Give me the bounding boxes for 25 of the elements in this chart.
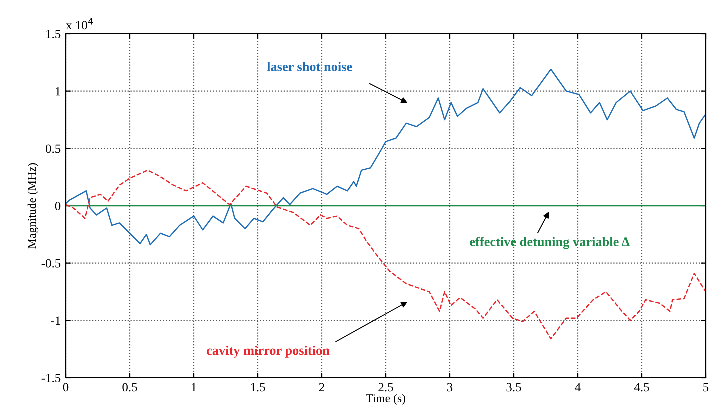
y-tick-label: -1 — [51, 316, 60, 326]
y-tick-label: -0.5 — [42, 259, 61, 268]
annotation: laser shot noise — [267, 62, 352, 72]
y-tick-label: 1 — [56, 87, 60, 96]
x-axis-title: Time (s) — [366, 394, 406, 405]
annotation: cavity mirror position — [206, 346, 330, 358]
x-tick-label: 0 — [63, 383, 69, 392]
x-tick-label: 0.5 — [122, 383, 138, 392]
x-tick-label: 3.5 — [506, 383, 522, 392]
y-tick-label: 0 — [55, 202, 61, 210]
x-tick-label: 1 — [192, 383, 196, 392]
x-tick-label: 5 — [704, 383, 709, 392]
x-tick-label: 2 — [319, 383, 324, 392]
y-tick-label: -1.5 — [42, 374, 61, 383]
x-tick-label: 2.5 — [378, 383, 394, 392]
x-tick-label: 1.5 — [251, 383, 266, 392]
text: x 10$^{4}$ — [66, 18, 94, 30]
line-series — [66, 170, 706, 340]
y-tick-label: 1.5 — [46, 30, 61, 39]
x-tick-label: 4 — [575, 383, 581, 392]
x-tick-label: 3 — [447, 383, 453, 392]
y-axis-title: Magnitude (MHz) — [28, 163, 39, 249]
annotation: effective detuning variable Δ — [470, 237, 630, 250]
y-tick-label: 0.5 — [46, 144, 61, 154]
x-tick-label: 4.5 — [634, 383, 650, 392]
